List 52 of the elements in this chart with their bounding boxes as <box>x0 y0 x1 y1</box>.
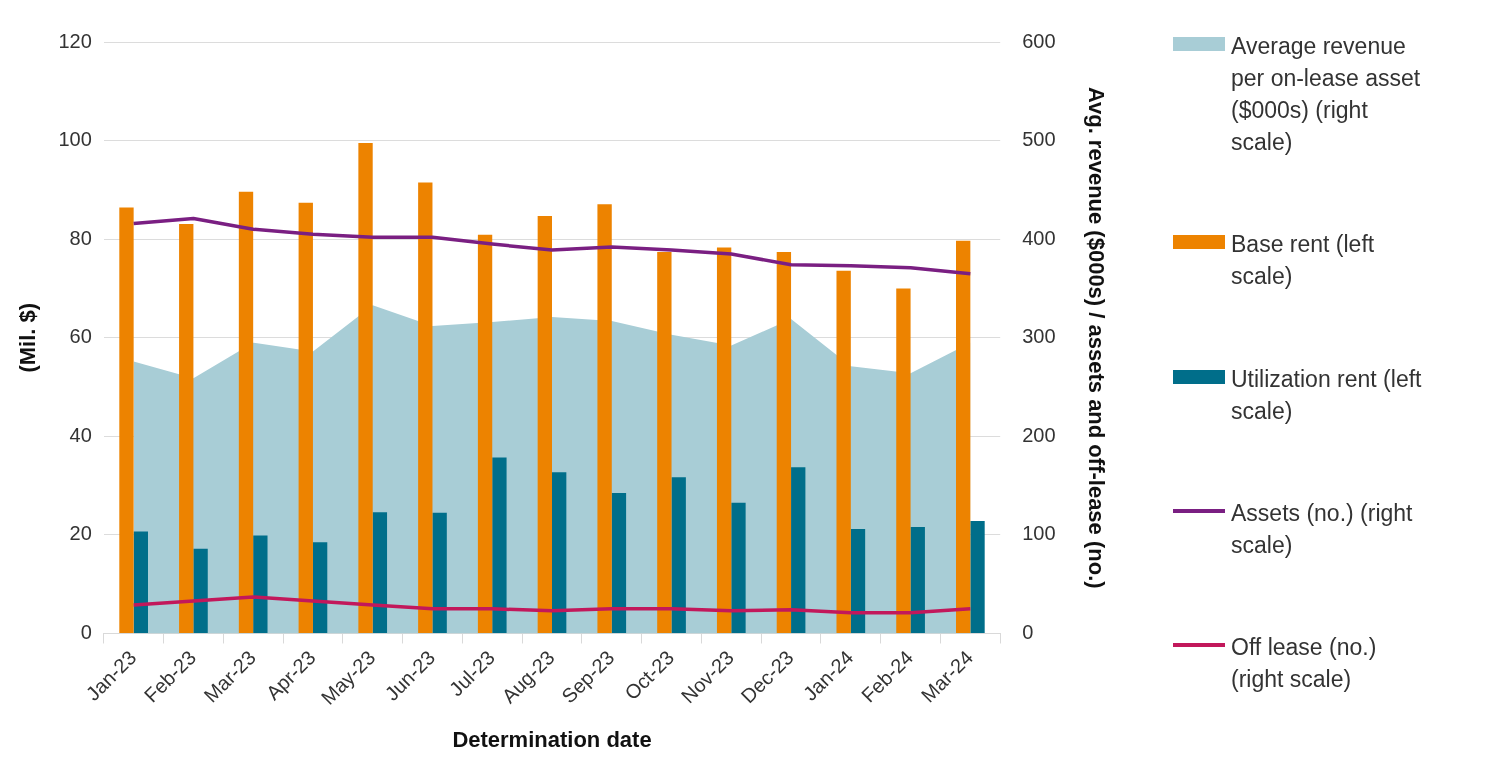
bar <box>312 542 328 633</box>
y2-axis-title: Avg. revenue ($000s) / assets and off-lease (no.) <box>1083 86 1109 589</box>
y2-tick-label: 0 <box>1022 620 1034 643</box>
bar <box>910 527 925 633</box>
y2-tick-label: 300 <box>1022 325 1056 348</box>
bar <box>477 234 493 633</box>
y-tick-label: 60 <box>69 325 92 348</box>
bar <box>611 493 627 633</box>
legend-label: Utilization rent (left scale) <box>1231 364 1423 426</box>
bar <box>193 548 208 633</box>
bar <box>716 247 732 633</box>
x-axis-title: Determination date <box>452 726 652 752</box>
bar <box>238 191 254 633</box>
bar <box>253 535 268 633</box>
bar <box>492 457 507 633</box>
y2-tick-label: 200 <box>1022 423 1056 446</box>
bar <box>432 512 447 633</box>
bar <box>418 182 433 633</box>
bar <box>372 512 388 633</box>
bar <box>956 240 971 633</box>
y-tick-label: 0 <box>80 620 92 643</box>
bar <box>671 477 686 633</box>
bar <box>731 502 746 633</box>
bar <box>358 143 373 633</box>
y2-tick-label: 600 <box>1022 29 1056 52</box>
y-tick-label: 20 <box>69 522 92 545</box>
y-tick-label: 40 <box>69 423 92 446</box>
bar <box>552 472 567 633</box>
bar <box>298 202 313 633</box>
bar <box>850 528 866 633</box>
y2-tick-label: 100 <box>1022 522 1056 545</box>
y-tick-label: 80 <box>69 226 92 249</box>
y-axis-title: (Mil. $) <box>15 302 41 373</box>
y-tick-label: 100 <box>58 128 92 151</box>
bar <box>836 270 851 633</box>
bar <box>657 251 672 633</box>
legend-label: Base rent (left scale) <box>1231 230 1376 292</box>
bar <box>537 215 552 633</box>
y2-tick-label: 500 <box>1022 128 1056 151</box>
bar <box>896 288 911 633</box>
y-tick-label: 120 <box>58 29 92 52</box>
legend-label: Average revenue per on-lease asset ($000s) (right scale) <box>1231 32 1422 157</box>
bar <box>179 223 194 633</box>
y2-tick-label: 400 <box>1022 226 1056 249</box>
legend-label: Off lease (no.) (right scale) <box>1231 633 1378 694</box>
legend-label: Assets (no.) (right scale) <box>1231 498 1414 560</box>
bar <box>791 467 806 633</box>
bar <box>776 251 792 633</box>
bar <box>133 531 148 633</box>
bar <box>119 207 134 633</box>
bar <box>970 521 985 633</box>
bar <box>597 204 612 633</box>
